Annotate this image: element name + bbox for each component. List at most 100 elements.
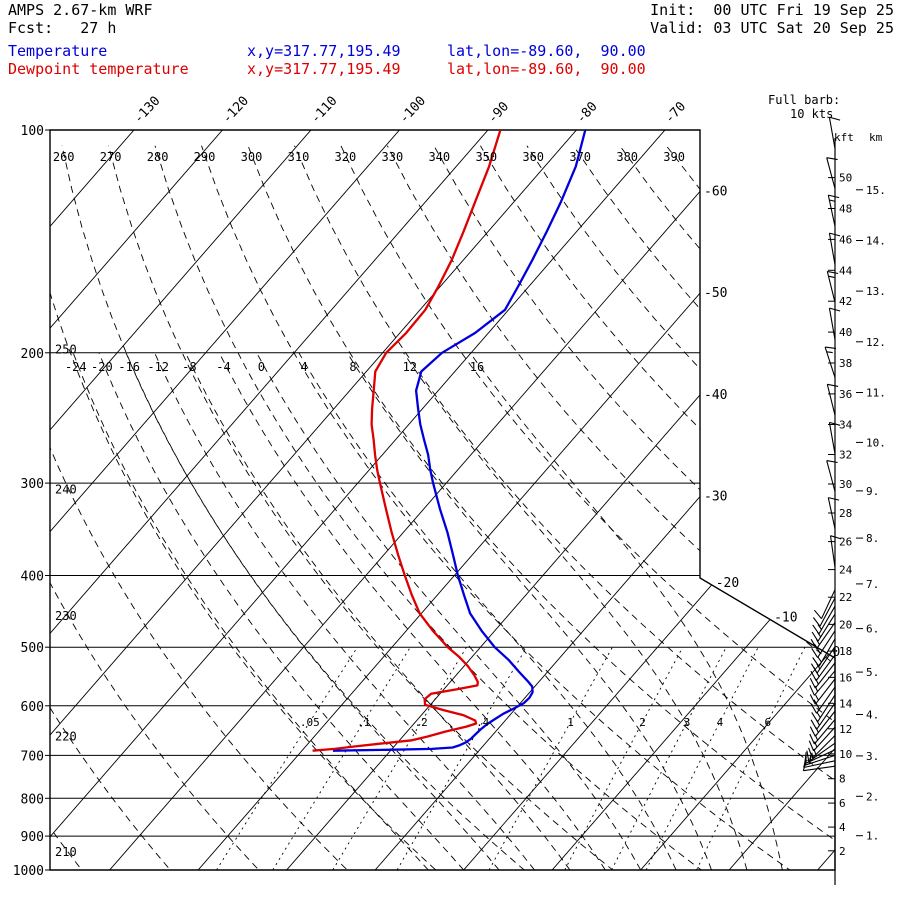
svg-text:280: 280 xyxy=(147,150,169,164)
svg-text:6: 6 xyxy=(764,716,771,729)
svg-text:6: 6 xyxy=(839,797,846,810)
temperature-gridpoint: x,y=317.77,195.49 xyxy=(247,42,401,60)
svg-text:9.: 9. xyxy=(866,485,879,498)
svg-text:8.: 8. xyxy=(866,532,879,545)
svg-text:32: 32 xyxy=(839,449,852,462)
svg-text:1: 1 xyxy=(567,716,574,729)
svg-text:4.: 4. xyxy=(866,709,879,722)
svg-text:36: 36 xyxy=(839,388,852,401)
svg-text:30: 30 xyxy=(839,478,852,491)
svg-text:7.: 7. xyxy=(866,578,879,591)
svg-text:220: 220 xyxy=(55,730,77,744)
svg-text:2: 2 xyxy=(639,716,646,729)
svg-text:-110: -110 xyxy=(308,94,340,127)
svg-text:260: 260 xyxy=(53,150,75,164)
svg-text:8: 8 xyxy=(349,360,356,374)
km-axis-label: km xyxy=(869,131,883,144)
svg-text:-24: -24 xyxy=(65,360,87,374)
svg-text:320: 320 xyxy=(335,150,357,164)
dewpoint-curve xyxy=(312,130,502,752)
svg-text:290: 290 xyxy=(194,150,216,164)
svg-text:24: 24 xyxy=(839,564,853,577)
svg-text:6.: 6. xyxy=(866,623,879,636)
svg-text:-100: -100 xyxy=(397,94,429,127)
svg-text:100: 100 xyxy=(21,124,44,139)
svg-text:12: 12 xyxy=(839,723,852,736)
svg-text:600: 600 xyxy=(21,700,44,715)
svg-text:18: 18 xyxy=(839,645,852,658)
svg-text:700: 700 xyxy=(21,749,44,764)
svg-text:14.: 14. xyxy=(866,235,886,248)
svg-text:350: 350 xyxy=(475,150,497,164)
wind-profile-panel: 5048464442403836343230282624222018161412… xyxy=(802,116,886,885)
valid-time: Valid: 03 UTC Sat 20 Sep 25 xyxy=(650,19,894,37)
svg-text:1000: 1000 xyxy=(13,864,44,879)
svg-text:16: 16 xyxy=(470,360,484,374)
svg-text:240: 240 xyxy=(55,482,77,496)
svg-text:230: 230 xyxy=(55,609,77,623)
svg-text:.1: .1 xyxy=(357,716,370,729)
svg-text:-30: -30 xyxy=(704,490,727,505)
svg-text:-70: -70 xyxy=(662,99,689,126)
svg-text:270: 270 xyxy=(100,150,122,164)
svg-text:300: 300 xyxy=(241,150,263,164)
kft-axis-label: kft xyxy=(834,131,854,144)
svg-text:11.: 11. xyxy=(866,387,886,400)
svg-text:-40: -40 xyxy=(704,388,727,403)
temperature-latlon: lat,lon=-89.60, 90.00 xyxy=(447,42,646,60)
svg-text:-20: -20 xyxy=(91,360,113,374)
svg-text:46: 46 xyxy=(839,233,852,246)
dewpoint-latlon: lat,lon=-89.60, 90.00 xyxy=(447,60,646,78)
svg-text:1.: 1. xyxy=(866,830,879,843)
svg-text:500: 500 xyxy=(21,641,44,656)
dewpoint-gridpoint: x,y=317.77,195.49 xyxy=(247,60,401,78)
forecast-hour: Fcst: 27 h xyxy=(8,19,117,37)
model-title: AMPS 2.67-km WRF xyxy=(8,1,153,19)
sounding-curves xyxy=(312,130,587,752)
svg-text:26: 26 xyxy=(839,536,852,549)
svg-text:-50: -50 xyxy=(704,286,727,301)
svg-text:-8: -8 xyxy=(182,360,196,374)
svg-text:.2: .2 xyxy=(415,716,428,729)
svg-text:48: 48 xyxy=(839,203,852,216)
svg-text:4: 4 xyxy=(717,716,724,729)
svg-text:210: 210 xyxy=(55,845,77,859)
wind-legend-units: 10 kts xyxy=(790,107,834,121)
svg-text:-130: -130 xyxy=(131,94,163,127)
svg-text:10.: 10. xyxy=(866,436,886,449)
svg-text:4: 4 xyxy=(300,360,307,374)
svg-text:-10: -10 xyxy=(774,611,797,626)
svg-text:20: 20 xyxy=(839,618,852,631)
svg-text:-4: -4 xyxy=(216,360,230,374)
svg-text:28: 28 xyxy=(839,507,852,520)
temperature-curve xyxy=(332,130,587,752)
svg-text:-90: -90 xyxy=(485,99,512,126)
svg-text:370: 370 xyxy=(569,150,591,164)
svg-text:15.: 15. xyxy=(866,184,886,197)
svg-text:360: 360 xyxy=(522,150,544,164)
svg-text:310: 310 xyxy=(288,150,310,164)
svg-text:-12: -12 xyxy=(147,360,169,374)
svg-text:-20: -20 xyxy=(716,576,739,591)
svg-text:3: 3 xyxy=(684,716,691,729)
dewpoint-legend-label: Dewpoint temperature xyxy=(8,60,189,78)
svg-text:-16: -16 xyxy=(118,360,140,374)
svg-text:4: 4 xyxy=(839,821,846,834)
svg-text:8: 8 xyxy=(839,773,846,786)
svg-text:390: 390 xyxy=(663,150,685,164)
svg-text:38: 38 xyxy=(839,357,852,370)
svg-text:-60: -60 xyxy=(704,185,727,200)
svg-text:34: 34 xyxy=(839,419,853,432)
svg-text:44: 44 xyxy=(839,264,853,277)
svg-text:5.: 5. xyxy=(866,666,879,679)
svg-text:22: 22 xyxy=(839,591,852,604)
svg-text:0: 0 xyxy=(833,645,841,660)
temperature-legend-label: Temperature xyxy=(8,42,108,60)
svg-text:.05: .05 xyxy=(300,716,320,729)
svg-text:300: 300 xyxy=(21,477,44,492)
svg-text:14: 14 xyxy=(839,697,853,710)
svg-text:2.: 2. xyxy=(866,790,879,803)
svg-text:200: 200 xyxy=(21,347,44,362)
